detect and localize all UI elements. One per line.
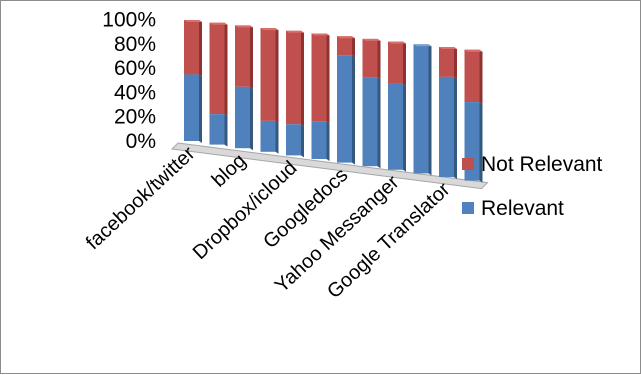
bar-side-not-relevant [352, 36, 355, 57]
bar-top-cap [337, 36, 355, 38]
bar-side-relevant [250, 87, 253, 150]
y-tick-label: 60% [114, 57, 156, 80]
bar-not-relevant [235, 25, 250, 86]
bar-relevant [312, 121, 327, 159]
bar-top-cap [388, 42, 406, 44]
y-axis-ticks: 0%20%40%60%80%100% [102, 9, 156, 154]
x-tick-label: Dropbox/icloud [189, 157, 302, 264]
bar-not-relevant [312, 34, 327, 122]
y-tick-label: 0% [126, 130, 156, 153]
bar-side-relevant [429, 44, 432, 175]
bar-side-not-relevant [454, 47, 457, 79]
bar-relevant [235, 87, 250, 148]
bar-top-cap [286, 31, 304, 33]
legend-swatch [462, 202, 474, 214]
bar-not-relevant [439, 47, 454, 77]
bar-side-not-relevant [378, 39, 381, 79]
bar-not-relevant [261, 28, 276, 121]
bar-side-relevant [199, 74, 202, 143]
bar-not-relevant [363, 39, 378, 77]
bar-side-not-relevant [199, 20, 202, 76]
bar-not-relevant [286, 31, 301, 124]
y-tick-label: 40% [114, 81, 156, 104]
x-tick-label: facebook/twitter [82, 142, 200, 254]
bar-relevant [286, 124, 301, 155]
bar-relevant [337, 55, 352, 162]
bar-relevant [184, 74, 199, 141]
bar-top-cap [184, 20, 202, 22]
bar-not-relevant [184, 20, 199, 74]
bar-not-relevant [337, 36, 352, 55]
bar-not-relevant [388, 42, 403, 84]
bar-side-relevant [301, 124, 304, 157]
y-tick-label: 80% [114, 33, 156, 56]
bar-side-relevant [225, 114, 228, 146]
legend-label: Not Relevant [481, 153, 603, 176]
bar-relevant [388, 84, 403, 170]
legend-swatch [462, 158, 474, 170]
bar-relevant [210, 114, 225, 144]
bar-side-not-relevant [327, 34, 330, 124]
bar-side-relevant [327, 121, 330, 161]
bar-top-cap [210, 23, 228, 25]
bar-side-not-relevant [480, 50, 483, 104]
legend-label: Relevant [481, 197, 564, 220]
bar-relevant [363, 77, 378, 166]
bar-top-cap [439, 47, 457, 49]
bar-top-cap [363, 39, 381, 41]
bar-relevant [261, 121, 276, 152]
bar-not-relevant [210, 23, 225, 114]
bar-top-cap [465, 50, 483, 52]
bar-top-cap [235, 25, 253, 27]
bar-top-cap [312, 34, 330, 36]
bar-side-relevant [454, 77, 457, 179]
bar-side-not-relevant [301, 31, 304, 126]
bar-side-not-relevant [225, 23, 228, 116]
bar-side-relevant [378, 77, 381, 168]
bar-not-relevant [465, 50, 480, 102]
bar-top-cap [261, 28, 279, 30]
bar-side-not-relevant [276, 28, 279, 123]
bar-side-relevant [276, 121, 279, 154]
bar-side-not-relevant [250, 25, 253, 88]
y-tick-label: 20% [114, 106, 156, 129]
bar-side-not-relevant [403, 42, 406, 86]
bar-top-cap [414, 44, 432, 46]
bar-relevant [439, 77, 454, 177]
y-tick-label: 100% [102, 9, 156, 32]
bar-side-relevant [403, 84, 406, 172]
bar-relevant [414, 44, 429, 173]
bar-side-relevant [352, 55, 355, 164]
